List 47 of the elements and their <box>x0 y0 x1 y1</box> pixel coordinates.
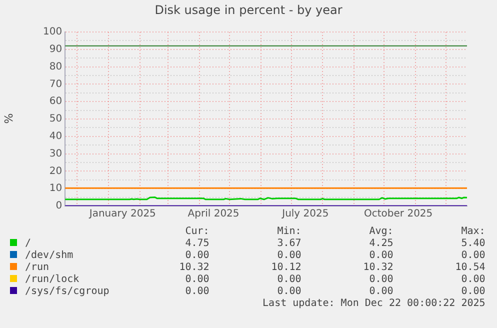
text: Min: <box>276 226 302 238</box>
text: 5.40 <box>460 238 486 250</box>
text: 10.54 <box>454 262 486 274</box>
text: 0.00 <box>276 286 302 298</box>
text: 0.00 <box>460 250 486 262</box>
text: 0.00 <box>276 250 302 262</box>
x-tick-label: January 2025 <box>88 208 156 220</box>
legend-label: / <box>24 238 32 250</box>
text: 0.00 <box>460 274 486 286</box>
y-tick-label: 40 <box>49 130 62 142</box>
x-tick-label: April 2025 <box>188 208 240 220</box>
y-tick-label: 50 <box>49 114 62 125</box>
legend-label: /run <box>24 262 50 274</box>
x-tick-label: October 2025 <box>364 208 433 220</box>
text: 10.12 <box>270 262 302 274</box>
text: 10.32 <box>362 262 394 274</box>
text: Max: <box>460 226 486 238</box>
text: 0.00 <box>460 286 486 298</box>
text: 0.00 <box>368 286 394 298</box>
legend-label: /sys/fs/cgroup <box>24 286 110 298</box>
legend-label: /dev/shm <box>24 250 74 262</box>
y-tick-label: 20 <box>49 166 62 177</box>
y-tick-label: 10 <box>49 183 62 194</box>
text: 10.32 <box>178 262 210 274</box>
text: 0.00 <box>276 274 302 286</box>
text: 0.00 <box>184 250 210 262</box>
text: Cur: <box>184 226 210 238</box>
text: 0.00 <box>184 274 210 286</box>
text: Avg: <box>368 226 394 238</box>
x-tick-label: July 2025 <box>281 208 329 220</box>
y-tick-label: 60 <box>49 96 62 108</box>
y-tick-label: 0 <box>56 200 62 212</box>
y-tick-label: 80 <box>49 61 62 72</box>
text: 4.25 <box>368 238 394 250</box>
text: 3.67 <box>276 238 302 250</box>
y-axis-title: % <box>2 113 16 124</box>
text: 4.75 <box>184 238 210 250</box>
chart-title: Disk usage in percent - by year <box>154 3 344 17</box>
text: 0.00 <box>368 274 394 286</box>
text: Last update: Mon Dec 22 00:00:22 2025 <box>262 298 486 310</box>
y-tick-label: 70 <box>49 78 62 90</box>
text: 0.00 <box>368 250 394 262</box>
y-tick-label: 30 <box>49 148 62 160</box>
y-tick-label: 100 <box>42 26 62 38</box>
legend-label: /run/lock <box>24 274 80 286</box>
y-tick-label: 90 <box>49 44 62 55</box>
text: 0.00 <box>184 286 210 298</box>
